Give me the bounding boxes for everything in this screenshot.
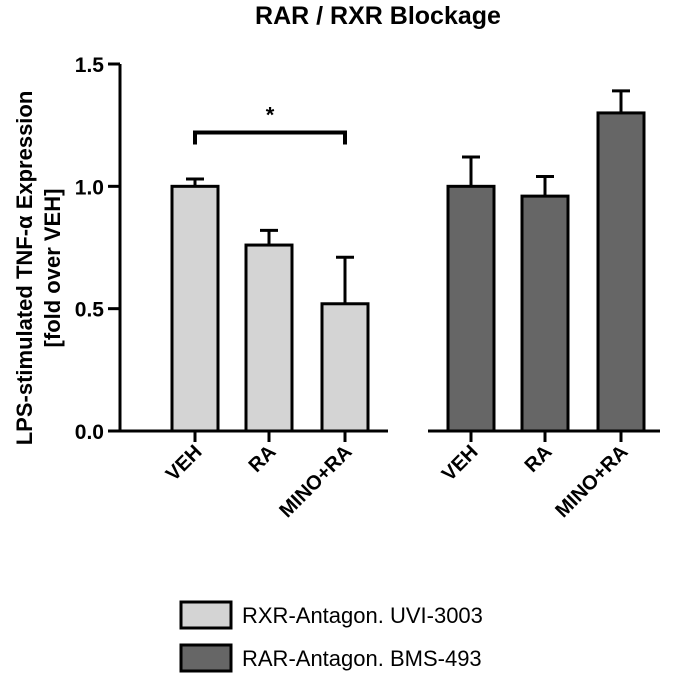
y-tick-label: 1.5	[75, 54, 105, 77]
legend-label: RAR-Antagon. BMS-493	[242, 646, 482, 671]
significance-star: *	[266, 103, 275, 128]
y-axis-label-line2: [fold over VEH]	[40, 189, 65, 348]
x-tick-label: MINO+RA	[275, 441, 356, 522]
legend-label: RXR-Antagon. UVI-3003	[242, 603, 483, 628]
x-tick-label: VEH	[438, 441, 483, 486]
legend-swatch	[179, 600, 233, 630]
bar	[244, 243, 294, 433]
bar	[170, 184, 220, 433]
bar	[320, 302, 370, 433]
bar	[446, 184, 496, 433]
y-tick-label: 1.0	[75, 176, 104, 199]
bar	[520, 194, 570, 433]
x-tick-label: RA	[245, 441, 281, 477]
bar	[596, 111, 646, 433]
legend: RXR-Antagon. UVI-3003 RAR-Antagon. BMS-49…	[179, 600, 483, 673]
y-tick-label: 0.0	[75, 421, 104, 444]
x-tick-label: MINO+RA	[551, 441, 632, 522]
bars	[170, 111, 646, 433]
y-axis-label-line1: LPS-stimulated TNF-α Expression	[12, 91, 37, 446]
legend-swatch	[179, 643, 233, 673]
error-bars	[186, 89, 630, 304]
y-tick-label: 0.5	[75, 299, 105, 322]
x-tick-label: RA	[521, 441, 557, 477]
significance-bracket	[193, 130, 347, 145]
x-tick-label: VEH	[162, 441, 207, 486]
chart-title: RAR / RXR Blockage	[255, 2, 501, 30]
significance-annotation: *	[193, 103, 347, 145]
y-axis-label: LPS-stimulated TNF-α Expression [fold ov…	[12, 91, 65, 446]
